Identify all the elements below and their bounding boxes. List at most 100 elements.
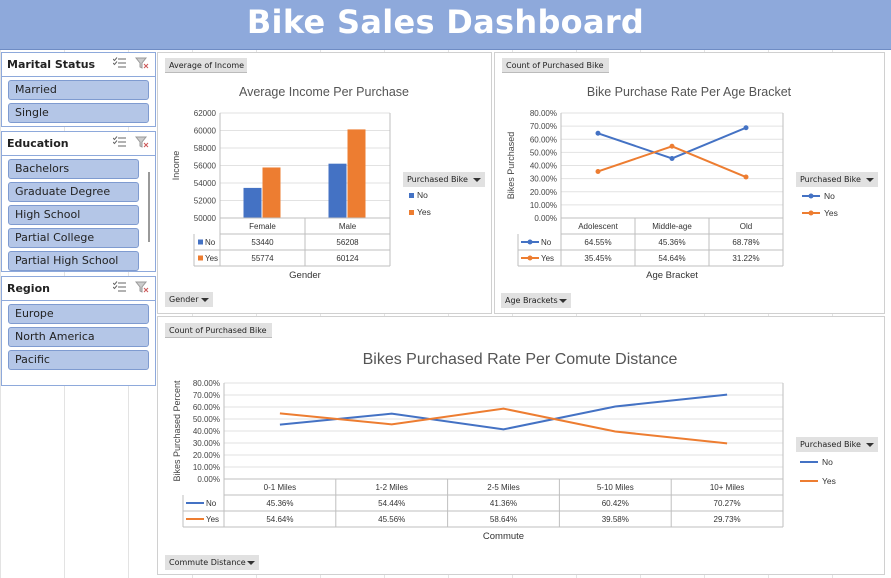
table-series-name: No	[206, 499, 217, 508]
y-tick-label: 50.00%	[530, 148, 557, 157]
slicer-title: Education	[7, 137, 69, 150]
slicer-item-europe[interactable]: Europe	[8, 304, 149, 324]
y-tick-label: 52000	[194, 197, 217, 206]
axis-field-label: Commute Distance	[169, 558, 246, 567]
legend-field-button[interactable]: Purchased Bike	[796, 172, 878, 187]
slicer-item-bachelors[interactable]: Bachelors	[8, 159, 139, 179]
line-series-no	[279, 393, 728, 431]
bar-yes	[347, 129, 366, 218]
legend-key-no	[409, 193, 414, 198]
y-tick-label: 20.00%	[193, 451, 220, 460]
y-tick-label: 0.00%	[197, 475, 220, 484]
table-series-name: Yes	[541, 254, 554, 263]
legend-label: No	[824, 191, 835, 201]
y-tick-label: 50000	[194, 214, 217, 223]
data-table-value: 54.64%	[658, 254, 685, 263]
y-axis-label: Bikes Purchased Percent	[172, 380, 182, 482]
chart-commute-frame[interactable]: Count of Purchased Bike Bikes Purchased …	[157, 316, 885, 575]
value-field-button[interactable]: Average of Income	[165, 58, 247, 73]
legend-marker	[808, 193, 814, 199]
slicer-scrollbar[interactable]	[148, 172, 150, 242]
axis-field-button[interactable]: Age Brackets	[501, 293, 571, 308]
legend-field-label: Purchased Bike	[800, 440, 861, 449]
y-tick-label: 80.00%	[530, 109, 557, 118]
legend-field-label: Purchased Bike	[800, 175, 861, 184]
data-table-value: 53440	[251, 238, 274, 247]
bar-no	[243, 187, 262, 218]
data-point-no	[669, 155, 675, 161]
clear-filter-icon[interactable]	[135, 57, 149, 69]
table-legend-marker	[527, 255, 533, 261]
data-point-no	[595, 130, 601, 136]
slicer-item-north-america[interactable]: North America	[8, 327, 149, 347]
value-field-button[interactable]: Count of Purchased Bike	[165, 323, 272, 338]
chart-income-frame[interactable]: Average of Income Average Income Per Pur…	[157, 52, 492, 314]
y-tick-label: 20.00%	[530, 188, 557, 197]
slicer-item-partial-college[interactable]: Partial College	[8, 228, 139, 248]
axis-field-button[interactable]: Commute Distance	[165, 555, 259, 570]
slicer-item-partial-high-school[interactable]: Partial High School	[8, 251, 139, 271]
y-tick-label: 10.00%	[193, 463, 220, 472]
slicer-education: Education Bachelors Graduate Degree High…	[1, 131, 156, 272]
data-table-value: 64.55%	[584, 238, 611, 247]
x-axis-label: Gender	[289, 270, 321, 281]
slicer-item-single[interactable]: Single	[8, 103, 149, 123]
data-table-value: 58.64%	[490, 515, 517, 524]
x-category-label: 5-10 Miles	[597, 483, 634, 492]
legend-key-yes	[409, 210, 414, 215]
line-series-yes	[597, 145, 747, 178]
data-table-value: 35.45%	[584, 254, 611, 263]
y-tick-label: 60000	[194, 127, 217, 136]
slicer-item-graduate-degree[interactable]: Graduate Degree	[8, 182, 139, 202]
slicer-header: Marital Status	[2, 53, 155, 77]
y-tick-label: 40.00%	[530, 162, 557, 171]
data-table-value: 68.78%	[732, 238, 759, 247]
legend-marker	[808, 210, 814, 216]
legend-label: No	[417, 190, 428, 200]
x-category-label: Adolescent	[578, 222, 618, 231]
y-tick-label: 70.00%	[530, 122, 557, 131]
multi-select-icon[interactable]	[113, 281, 127, 293]
slicer-item-high-school[interactable]: High School	[8, 205, 139, 225]
x-category-label: Female	[249, 222, 276, 231]
data-table-value: 54.64%	[266, 515, 293, 524]
legend-label: Yes	[822, 476, 836, 486]
legend-field-button[interactable]: Purchased Bike	[403, 172, 485, 187]
legend-field-label: Purchased Bike	[407, 175, 468, 184]
data-point-yes	[595, 168, 601, 174]
y-tick-label: 0.00%	[534, 214, 557, 223]
data-table-value: 60124	[336, 254, 359, 263]
y-axis-label: Income	[171, 151, 181, 181]
clear-filter-icon[interactable]	[135, 281, 149, 293]
clear-filter-icon[interactable]	[135, 136, 149, 148]
data-table-value: 41.36%	[490, 499, 517, 508]
y-tick-label: 10.00%	[530, 201, 557, 210]
value-field-button[interactable]: Count of Purchased Bike	[502, 58, 609, 73]
chart-age-frame[interactable]: Count of Purchased Bike Bike Purchase Ra…	[494, 52, 885, 314]
age-bracket-line-chart: Bike Purchase Rate Per Age Bracket 80.00%…	[506, 85, 838, 281]
legend-field-button[interactable]: Purchased Bike	[796, 437, 878, 452]
table-legend-key	[198, 239, 203, 245]
slicer-header: Region	[2, 277, 155, 301]
multi-select-icon[interactable]	[113, 136, 127, 148]
slicer-item-pacific[interactable]: Pacific	[8, 350, 149, 370]
y-tick-label: 40.00%	[193, 427, 220, 436]
axis-field-button[interactable]: Gender	[165, 292, 213, 307]
data-table-value: 45.36%	[266, 499, 293, 508]
data-table-value: 54.44%	[378, 499, 405, 508]
y-tick-label: 30.00%	[530, 175, 557, 184]
table-series-name: Yes	[206, 515, 219, 524]
x-axis-label: Age Bracket	[646, 270, 698, 281]
data-table-value: 70.27%	[714, 499, 741, 508]
x-category-label: Old	[740, 222, 752, 231]
commute-line-chart: Bikes Purchased Rate Per Comute Distance…	[172, 351, 836, 542]
data-point-no	[743, 125, 749, 131]
slicer-marital-status: Marital Status Married Single	[1, 52, 156, 127]
dropdown-arrow-icon	[247, 561, 255, 565]
slicer-item-married[interactable]: Married	[8, 80, 149, 100]
data-table-value: 60.42%	[602, 499, 629, 508]
multi-select-icon[interactable]	[113, 57, 127, 69]
y-axis-label: Bikes Purchased	[506, 132, 516, 200]
dropdown-arrow-icon	[473, 178, 481, 182]
data-point-yes	[743, 174, 749, 180]
